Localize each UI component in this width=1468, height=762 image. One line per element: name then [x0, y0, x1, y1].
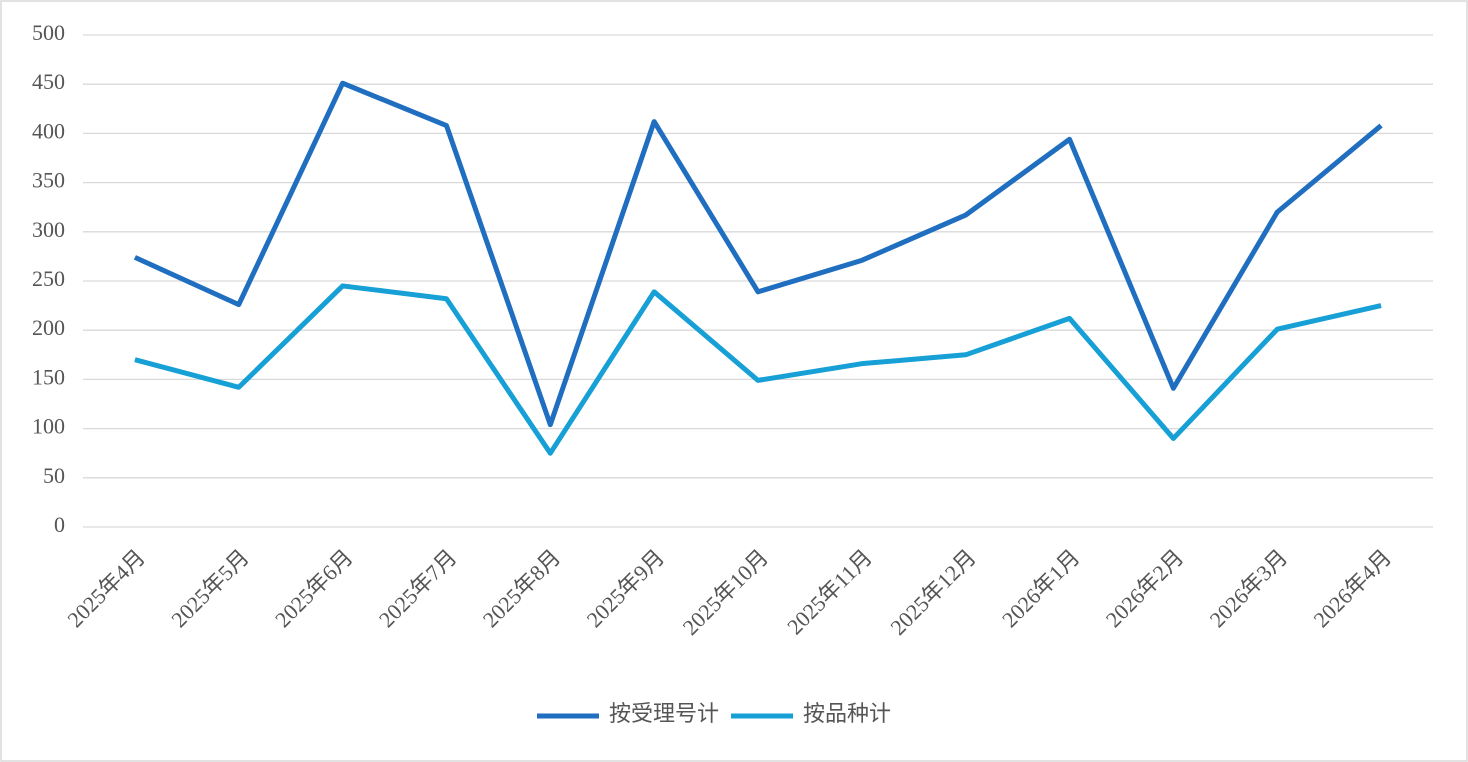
y-tick-label: 100 — [32, 414, 65, 439]
y-tick-label: 450 — [32, 69, 65, 94]
y-tick-label: 350 — [32, 168, 65, 193]
legend-label: 按品种计 — [803, 701, 891, 726]
y-tick-label: 400 — [32, 118, 65, 143]
y-tick-label: 200 — [32, 315, 65, 340]
series-line — [133, 80, 1383, 428]
y-tick-label: 300 — [32, 217, 65, 242]
y-tick-label: 500 — [32, 20, 65, 45]
legend-label: 按受理号计 — [609, 701, 719, 726]
y-tick-label: 0 — [54, 512, 65, 537]
y-tick-label: 50 — [43, 463, 65, 488]
y-tick-label: 250 — [32, 266, 65, 291]
y-tick-label: 150 — [32, 364, 65, 389]
series-line — [134, 283, 1382, 456]
